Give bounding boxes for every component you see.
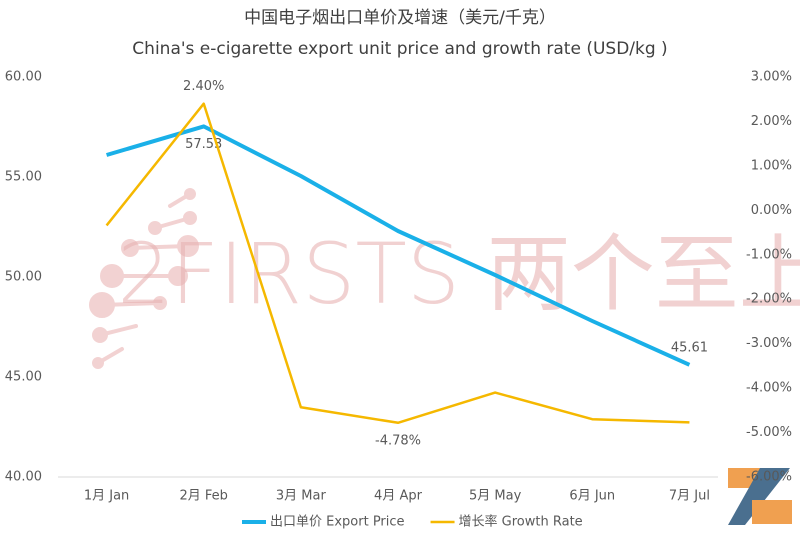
y2-tick-label: -5.00%	[746, 425, 792, 440]
data-label: 57.53	[185, 137, 222, 152]
x-tick-label: 6月 Jun	[569, 489, 615, 504]
y-tick-label: 40.00	[5, 470, 42, 485]
y-tick-label: 55.00	[5, 170, 42, 185]
x-tick-label: 5月 May	[469, 489, 522, 504]
y2-tick-label: -2.00%	[746, 292, 792, 307]
watermark-decoration	[89, 188, 199, 369]
series-line	[106, 124, 691, 367]
y2-tick-label: 2.00%	[751, 114, 792, 129]
y2-tick-label: -1.00%	[746, 247, 792, 262]
x-tick-label: 7月 Jul	[669, 489, 710, 504]
y2-tick-label: 1.00%	[751, 158, 792, 173]
x-tick-label: 2月 Feb	[180, 489, 228, 504]
y2-tick-label: -6.00%	[746, 470, 792, 485]
x-tick-label: 3月 Mar	[276, 489, 327, 504]
x-tick-label: 1月 Jan	[84, 489, 129, 504]
y-tick-label: 45.00	[5, 370, 42, 385]
watermark: 2FIRSTS 两个至上	[117, 225, 800, 323]
y2-tick-label: 3.00%	[751, 70, 792, 85]
legend-label: 增长率 Growth Rate	[459, 514, 583, 530]
series-line	[105, 102, 690, 425]
chart-subtitle: China's e-cigarette export unit price an…	[132, 39, 667, 59]
data-label: -4.78%	[375, 433, 421, 448]
x-tick-label: 4月 Apr	[374, 489, 423, 504]
y-tick-label: 60.00	[5, 70, 42, 85]
y2-tick-label: -3.00%	[746, 336, 792, 351]
y-tick-label: 50.00	[5, 270, 42, 285]
chart-title: 中国电子烟出口单价及增速（美元/千克）	[244, 8, 556, 28]
y2-tick-label: 0.00%	[751, 203, 792, 218]
data-label: 45.61	[671, 340, 708, 355]
data-label: 2.40%	[183, 79, 224, 94]
corner-logo	[728, 468, 792, 525]
y2-tick-label: -4.00%	[746, 381, 792, 396]
legend-label: 出口单价 Export Price	[270, 515, 405, 530]
